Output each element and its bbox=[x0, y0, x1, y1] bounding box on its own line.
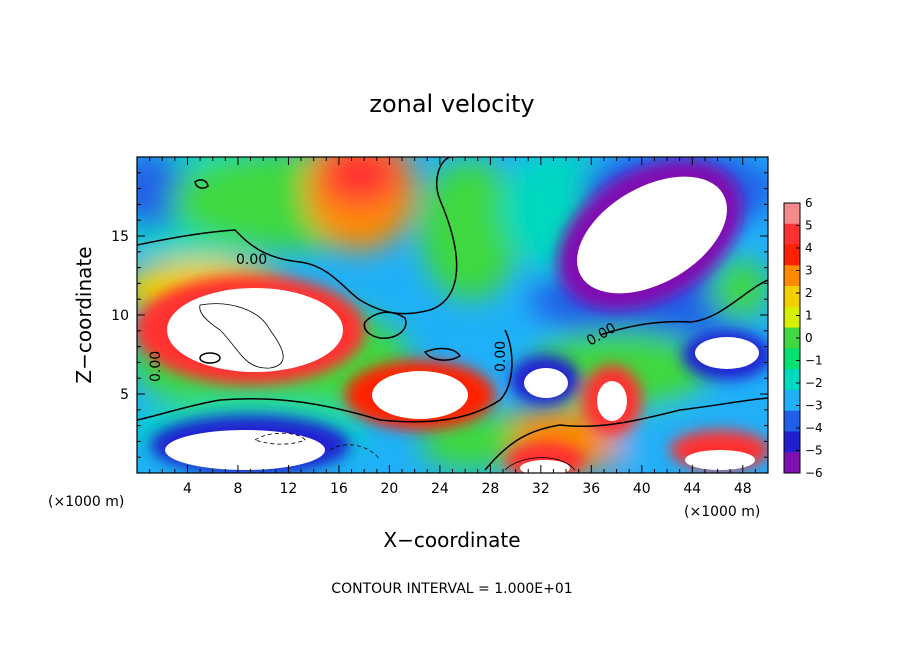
x-tick-label: 48 bbox=[734, 481, 752, 497]
colorbar-swatch bbox=[784, 223, 800, 246]
chart-title: zonal velocity bbox=[369, 90, 534, 118]
colorbar-label: 0 bbox=[805, 331, 813, 345]
colorbar-label: −1 bbox=[805, 354, 823, 368]
x-unit-label-left: (×1000 m) bbox=[48, 494, 124, 510]
contour-interval-note: CONTOUR INTERVAL = 1.000E+01 bbox=[331, 581, 572, 597]
colorbar-label: −5 bbox=[805, 444, 823, 458]
colorbar-swatch bbox=[784, 410, 800, 432]
colorbar-label: −6 bbox=[805, 466, 823, 480]
x-axis-ticks: 4 8 12 16 20 24 28 32 36 40 44 48 bbox=[149, 157, 756, 497]
x-tick-label: 12 bbox=[280, 481, 298, 497]
y-axis-title: Z−coordinate bbox=[72, 246, 96, 383]
x-unit-label-right: (×1000 m) bbox=[684, 504, 760, 520]
colorbar-label: −4 bbox=[805, 421, 823, 435]
colorbar-swatch bbox=[784, 244, 800, 266]
colorbar-swatch bbox=[784, 203, 800, 225]
colorbar-swatch bbox=[784, 431, 800, 453]
x-tick-label: 20 bbox=[380, 481, 398, 497]
heatmap-field bbox=[137, 157, 768, 473]
colorbar-swatch bbox=[784, 327, 800, 349]
colorbar-label: 3 bbox=[805, 264, 813, 278]
colorbar-swatch bbox=[784, 389, 800, 412]
x-tick-label: 32 bbox=[532, 481, 550, 497]
x-tick-label: 16 bbox=[330, 481, 348, 497]
zero-contours bbox=[137, 157, 768, 471]
colorbar-label: 1 bbox=[805, 309, 813, 323]
colorbar-label: 6 bbox=[805, 196, 813, 210]
colorbar-swatch bbox=[784, 348, 800, 370]
colorbar-label: 5 bbox=[805, 219, 813, 233]
x-tick-label: 4 bbox=[183, 481, 192, 497]
x-tick-label: 8 bbox=[233, 481, 242, 497]
y-tick-label: 15 bbox=[111, 229, 129, 245]
x-tick-label: 24 bbox=[431, 481, 449, 497]
colorbar-label: 2 bbox=[805, 286, 813, 300]
y-axis-ticks: 5 10 15 bbox=[111, 172, 768, 458]
colorbar-label: −2 bbox=[805, 376, 823, 390]
colorbar-swatch bbox=[784, 306, 800, 329]
contour-label: 0.00 bbox=[236, 252, 267, 268]
contour-label: 0.00 bbox=[493, 341, 509, 372]
colorbar-swatch bbox=[784, 369, 800, 391]
x-tick-label: 44 bbox=[683, 481, 701, 497]
x-tick-label: 36 bbox=[582, 481, 600, 497]
contour-label: 0.00 bbox=[148, 351, 164, 382]
colorbar-label: 4 bbox=[805, 241, 813, 255]
x-tick-label: 28 bbox=[481, 481, 499, 497]
x-tick-label: 40 bbox=[633, 481, 651, 497]
x-axis-title: X−coordinate bbox=[383, 528, 520, 552]
y-tick-label: 5 bbox=[120, 387, 129, 403]
colorbar: 6 5 4 3 2 1 0 −1 −2 −3 −4 −5 −6 bbox=[783, 196, 823, 480]
colorbar-label: −3 bbox=[805, 399, 823, 413]
field-out-of-range bbox=[165, 176, 759, 473]
thin-contours bbox=[199, 303, 576, 471]
colorbar-swatch bbox=[784, 286, 800, 308]
colorbar-swatch bbox=[784, 452, 800, 474]
y-tick-label: 10 bbox=[111, 308, 129, 324]
colorbar-swatch bbox=[784, 265, 800, 287]
